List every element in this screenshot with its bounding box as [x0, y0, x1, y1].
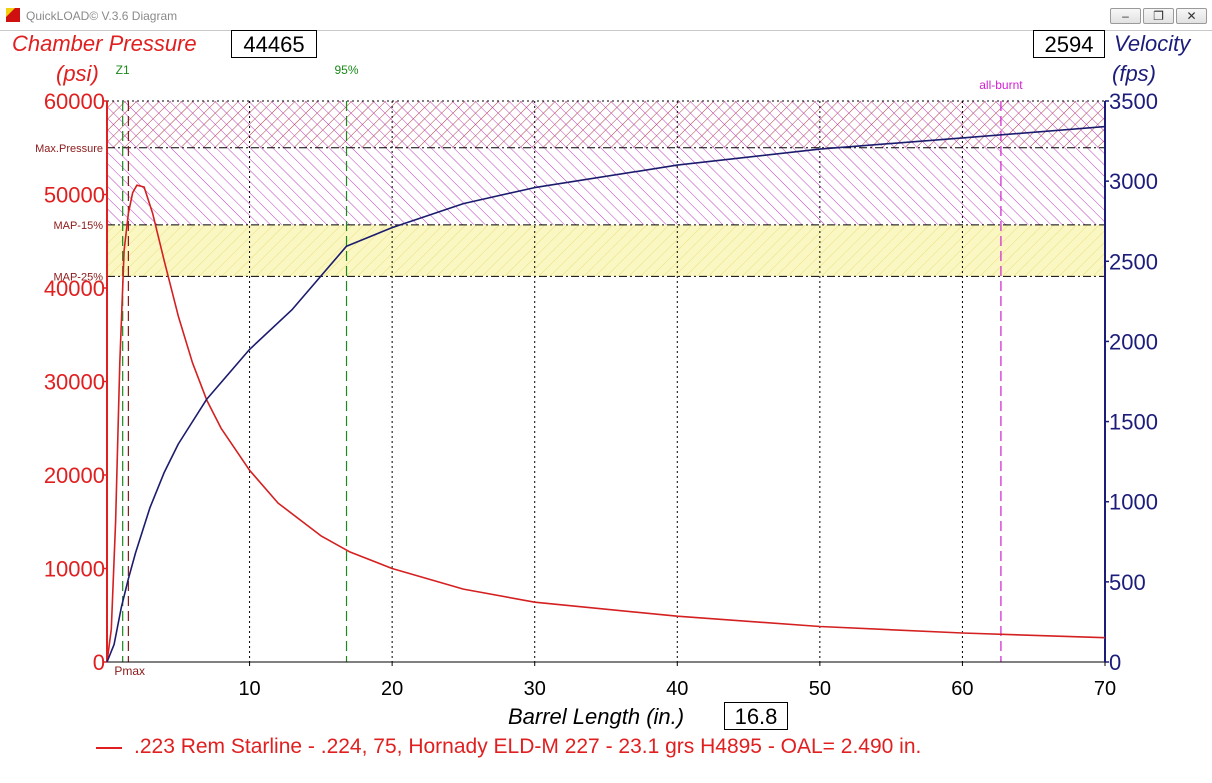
- x-tick-label: 30: [524, 678, 546, 700]
- legend-text: .223 Rem Starline - .224, 75, Hornady EL…: [134, 735, 922, 758]
- ref-label-horizontal: MAP-25%: [53, 271, 103, 283]
- right-axis-title: Velocity: [1114, 31, 1191, 56]
- ref-label-horizontal: MAP-15%: [53, 220, 103, 232]
- x-tick-label: 10: [238, 678, 260, 700]
- right-tick-label: 1500: [1109, 410, 1158, 435]
- ref-label-vertical: 95%: [335, 63, 359, 77]
- x-tick-label: 20: [381, 678, 403, 700]
- right-tick-label: 500: [1109, 570, 1146, 595]
- ref-label-vertical: Pmax: [114, 664, 145, 678]
- restore-button[interactable]: ❐: [1143, 8, 1174, 24]
- chart-canvas: Max.Pressure MAP-15% MAP-25% Z1 Pmax 95% all-b…: [35, 63, 1158, 700]
- barrel-readout: 16.8: [724, 702, 788, 730]
- minimize-button[interactable]: –: [1110, 8, 1141, 24]
- app-icon: [6, 8, 20, 22]
- close-button[interactable]: ✕: [1176, 8, 1207, 24]
- left-tick-label: 60000: [44, 89, 105, 114]
- right-tick-label: 2500: [1109, 249, 1158, 274]
- close-icon: ✕: [1186, 9, 1197, 23]
- left-axis-title: Chamber Pressure: [12, 31, 197, 56]
- x-axis-title: Barrel Length (in.): [508, 704, 685, 729]
- x-tick-label: 50: [809, 678, 831, 700]
- ref-label-vertical: all-burnt: [979, 78, 1023, 92]
- legend: .223 Rem Starline - .224, 75, Hornady EL…: [0, 733, 1212, 763]
- right-tick-label: 0: [1109, 650, 1121, 675]
- left-tick-label: 50000: [44, 183, 105, 208]
- pressure-readout: 44465: [231, 30, 317, 58]
- legend-swatch: [96, 747, 122, 749]
- ref-label-horizontal: Max.Pressure: [35, 143, 103, 155]
- ref-label-vertical: Z1: [116, 63, 130, 77]
- velocity-line: [106, 125, 1106, 663]
- right-tick-label: 1000: [1109, 490, 1158, 515]
- left-tick-label: 20000: [44, 463, 105, 488]
- velocity-readout: 2594: [1033, 30, 1105, 58]
- left-tick-label: 10000: [44, 557, 105, 582]
- left-tick-label: 30000: [44, 370, 105, 395]
- x-tick-label: 70: [1094, 678, 1116, 700]
- x-tick-label: 40: [666, 678, 688, 700]
- left-tick-label: 0: [93, 650, 105, 675]
- pressure-line: [106, 184, 1106, 663]
- window-title: QuickLOAD© V.3.6 Diagram: [26, 9, 178, 23]
- restore-icon: ❐: [1153, 9, 1164, 23]
- right-tick-label: 3000: [1109, 169, 1158, 194]
- zone-map25-hatch: [107, 224, 1105, 277]
- window-titlebar: QuickLOAD© V.3.6 Diagram – ❐ ✕: [0, 0, 1212, 31]
- x-tick-label: 60: [951, 678, 973, 700]
- left-tick-label: 40000: [44, 276, 105, 301]
- minimize-icon: –: [1122, 9, 1129, 23]
- right-tick-label: 2000: [1109, 329, 1158, 354]
- left-axis-unit: (psi): [56, 61, 99, 86]
- right-axis-unit: (fps): [1112, 61, 1156, 86]
- right-tick-label: 3500: [1109, 89, 1158, 114]
- zone-over-map15: [107, 101, 1105, 225]
